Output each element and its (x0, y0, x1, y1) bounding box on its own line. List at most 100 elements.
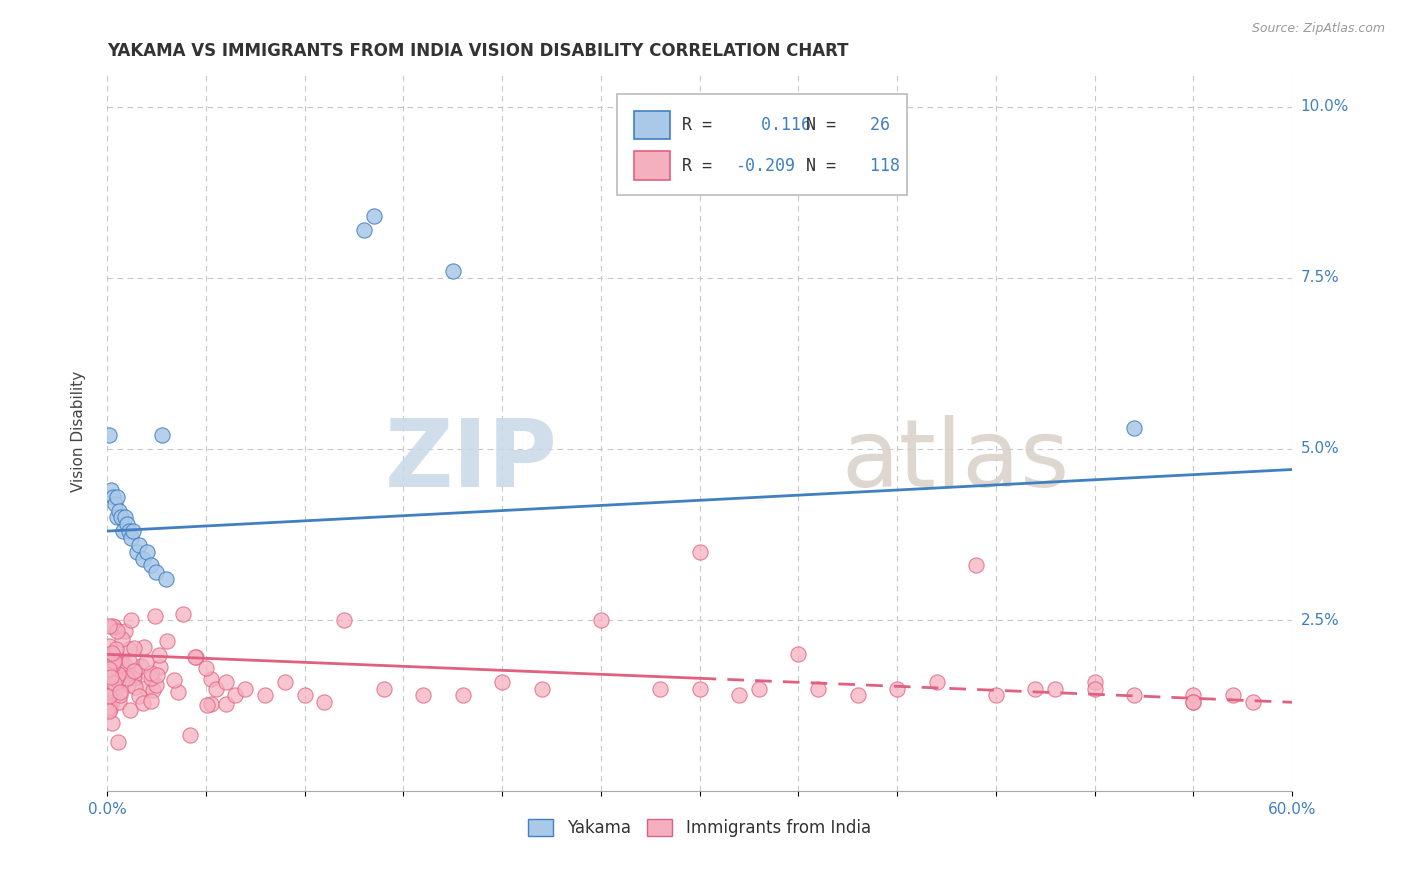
Point (122, 640, 145, 655)
Point (163, 673, 186, 688)
Point (807, 681, 830, 696)
Point (98, 658, 121, 673)
Point (314, 695, 336, 709)
Point (139, 558, 162, 573)
Text: 0.116: 0.116 (741, 116, 811, 134)
Point (143, 609, 166, 624)
Point (1084, 681, 1107, 696)
Point (984, 689, 1007, 703)
Point (118, 654, 141, 668)
Point (142, 683, 165, 698)
Point (103, 654, 125, 668)
Point (110, 510, 132, 524)
Point (353, 223, 375, 237)
Point (1123, 689, 1146, 703)
Point (1182, 695, 1205, 709)
Point (589, 613, 612, 627)
Point (117, 678, 139, 692)
Point (105, 671, 128, 685)
Point (129, 658, 152, 673)
Point (100, 671, 122, 685)
Point (103, 620, 125, 634)
Point (135, 544, 157, 558)
Point (179, 728, 201, 742)
Point (100, 662, 122, 676)
Point (98, 428, 121, 442)
Point (105, 510, 128, 524)
Point (150, 428, 173, 442)
Point (103, 684, 125, 698)
Point (748, 681, 770, 696)
Point (131, 551, 153, 566)
Point (107, 667, 129, 681)
Point (124, 681, 146, 695)
Point (441, 264, 464, 278)
Text: 0.0%: 0.0% (87, 803, 127, 817)
Point (107, 673, 129, 688)
Point (1182, 695, 1205, 709)
Point (114, 510, 136, 524)
Point (728, 689, 751, 703)
Text: -0.209: -0.209 (735, 157, 796, 175)
Point (128, 689, 150, 703)
Point (139, 694, 162, 708)
Point (200, 697, 222, 711)
Point (101, 695, 124, 709)
Point (214, 674, 236, 689)
Point (886, 681, 908, 696)
Point (124, 667, 146, 681)
Point (132, 640, 155, 654)
Point (274, 674, 297, 689)
Point (965, 558, 987, 573)
Point (117, 671, 139, 685)
Point (101, 490, 124, 504)
Point (115, 517, 138, 532)
Point (689, 544, 711, 558)
Point (110, 654, 132, 668)
Point (108, 503, 131, 517)
Point (98, 700, 121, 714)
Point (200, 672, 222, 686)
Point (125, 544, 148, 558)
Point (148, 648, 170, 663)
Point (112, 657, 135, 671)
Point (1084, 674, 1107, 689)
Point (156, 634, 179, 648)
Point (114, 624, 136, 638)
Point (412, 689, 434, 703)
Point (373, 681, 395, 696)
Point (1182, 689, 1205, 703)
Point (1123, 421, 1146, 435)
Point (145, 678, 167, 692)
Point (112, 662, 135, 676)
Point (98, 662, 121, 676)
Point (787, 648, 810, 662)
Point (1024, 681, 1046, 696)
Point (111, 632, 134, 647)
Point (98, 652, 121, 666)
Point (98, 651, 121, 665)
Point (333, 613, 356, 627)
Point (120, 531, 142, 545)
Point (149, 660, 172, 674)
Point (98, 701, 121, 715)
Point (124, 664, 146, 678)
Point (98, 639, 121, 653)
Text: 7.5%: 7.5% (1301, 270, 1339, 285)
Point (172, 607, 194, 621)
Text: 26: 26 (859, 116, 890, 134)
Point (100, 716, 122, 731)
Point (101, 657, 124, 672)
Point (98, 704, 121, 718)
Point (132, 697, 155, 711)
Point (111, 524, 134, 538)
Point (214, 697, 236, 711)
Point (689, 681, 711, 696)
Point (233, 681, 256, 696)
Legend: Yakama, Immigrants from India: Yakama, Immigrants from India (522, 813, 877, 844)
Point (363, 209, 385, 223)
Point (108, 688, 131, 702)
Point (1222, 689, 1244, 703)
Point (184, 649, 207, 664)
Text: 60.0%: 60.0% (1268, 803, 1316, 817)
